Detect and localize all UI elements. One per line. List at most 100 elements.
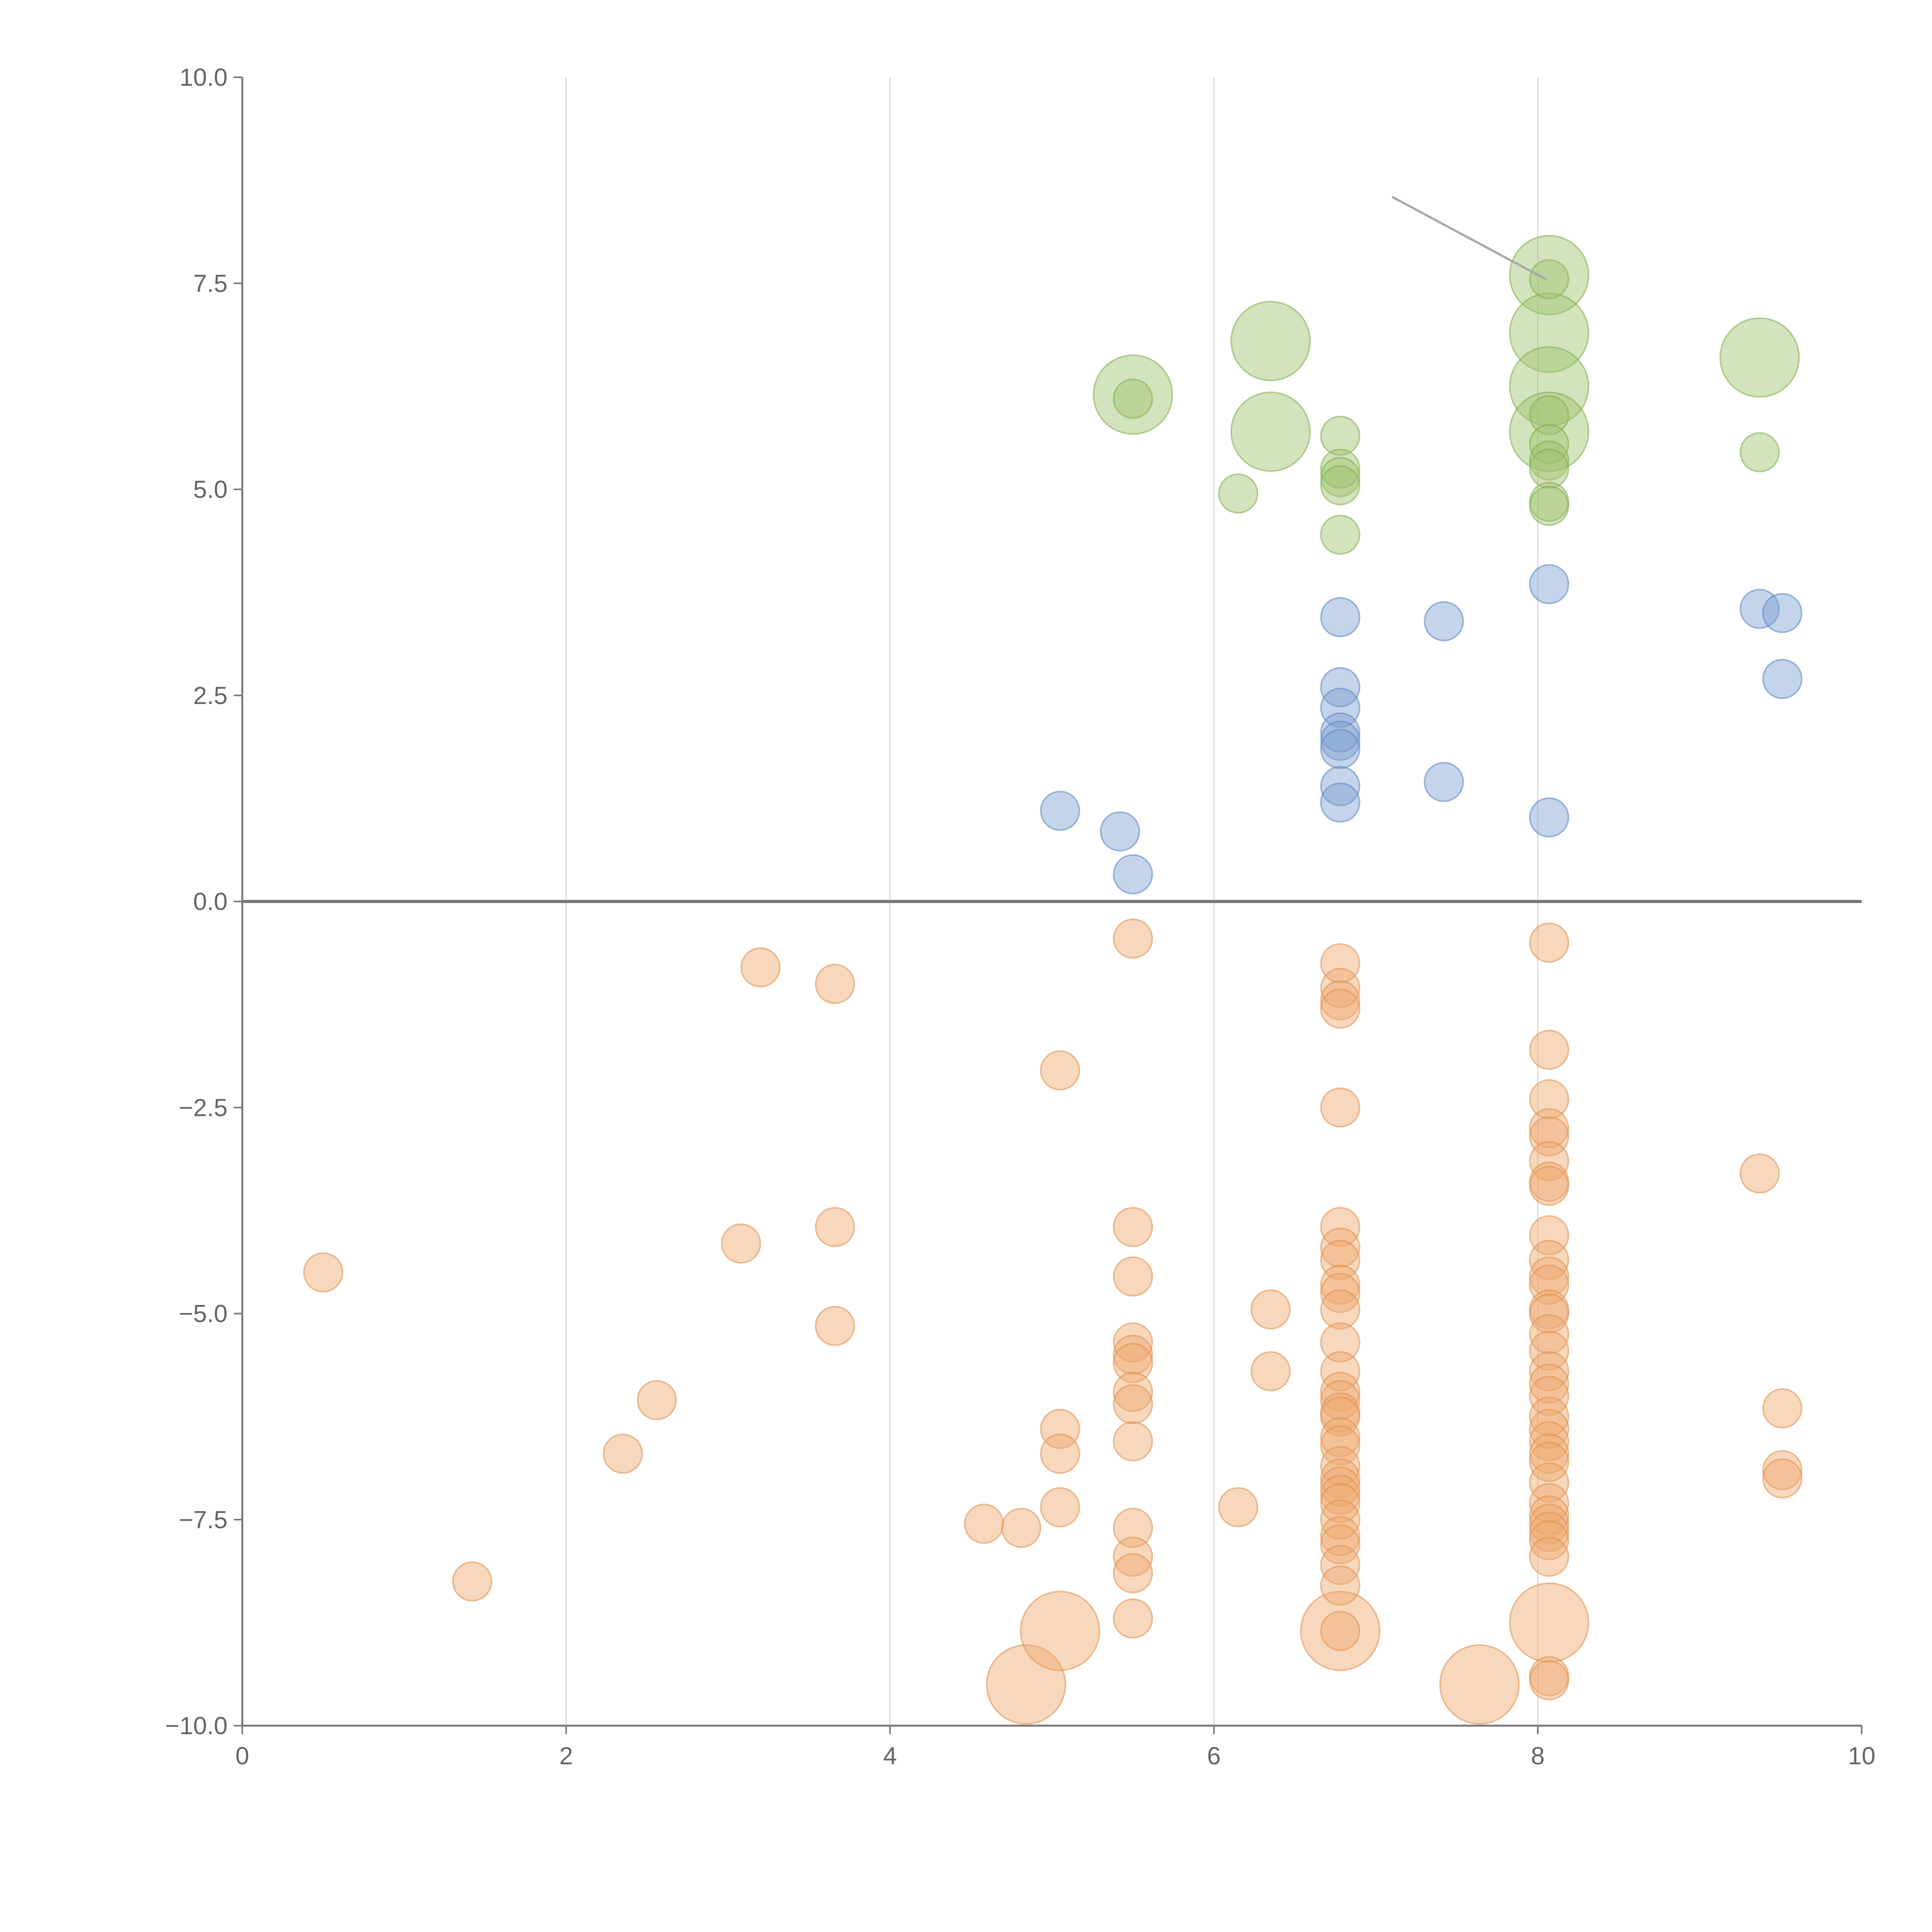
data-bubble-large bbox=[1300, 1590, 1381, 1671]
data-point bbox=[1113, 1553, 1153, 1594]
data-point bbox=[1320, 1545, 1361, 1585]
data-point bbox=[1529, 1293, 1570, 1334]
data-point bbox=[1320, 449, 1361, 489]
data-point bbox=[1113, 1372, 1153, 1412]
y-tick-label: −10.0 bbox=[165, 1712, 228, 1740]
data-point bbox=[1320, 1351, 1361, 1391]
data-point bbox=[1320, 1611, 1361, 1651]
data-point bbox=[1529, 922, 1570, 963]
data-point bbox=[1529, 1363, 1570, 1404]
x-tick-label: 2 bbox=[559, 1742, 573, 1770]
data-point bbox=[1529, 449, 1570, 489]
data-point bbox=[1040, 1409, 1080, 1449]
data-point bbox=[1320, 721, 1361, 761]
data-bubble-large bbox=[1020, 1590, 1100, 1671]
annotation-leader-line bbox=[1391, 196, 1547, 281]
data-point bbox=[1320, 1227, 1361, 1268]
data-point bbox=[1529, 1462, 1570, 1503]
data-point bbox=[1423, 601, 1464, 641]
data-point bbox=[1320, 729, 1361, 769]
data-point bbox=[1320, 1396, 1361, 1437]
y-tick-label: 2.5 bbox=[193, 682, 228, 709]
data-bubble-large bbox=[1230, 301, 1311, 381]
data-point bbox=[1320, 1483, 1361, 1524]
data-point bbox=[1320, 1446, 1361, 1486]
data-point bbox=[1320, 1273, 1361, 1313]
data-point bbox=[1001, 1508, 1041, 1548]
data-point bbox=[1320, 712, 1361, 753]
data-point bbox=[1320, 1087, 1361, 1128]
data-point bbox=[1762, 1450, 1803, 1490]
data-point bbox=[1529, 1108, 1570, 1148]
data-point bbox=[1762, 593, 1803, 633]
data-point bbox=[1320, 1289, 1361, 1330]
data-point bbox=[1113, 378, 1153, 419]
y-tick-labels: 10.0 7.5 5.0 2.5 0.0 −2.5 −5.0 −7.5 −10.0 bbox=[165, 63, 228, 1740]
data-point bbox=[964, 1503, 1004, 1544]
x-tick-label: 4 bbox=[883, 1742, 897, 1770]
data-point bbox=[1320, 1524, 1361, 1565]
data-point bbox=[1250, 1351, 1291, 1391]
data-point bbox=[1762, 1458, 1803, 1499]
data-point bbox=[1529, 1256, 1570, 1297]
data-point bbox=[1529, 1503, 1570, 1544]
y-tick-label: −5.0 bbox=[179, 1300, 228, 1328]
data-point bbox=[1762, 659, 1803, 699]
data-point bbox=[1113, 1421, 1153, 1462]
data-point bbox=[1320, 988, 1361, 1029]
data-point bbox=[815, 1306, 855, 1346]
data-point bbox=[1529, 440, 1570, 481]
data-point bbox=[1320, 782, 1361, 823]
y-tick-label: 10.0 bbox=[179, 63, 228, 91]
data-point bbox=[1529, 1520, 1570, 1561]
y-tick-label: −2.5 bbox=[179, 1094, 228, 1121]
data-point bbox=[1529, 395, 1570, 435]
data-point bbox=[1529, 1141, 1570, 1181]
axes bbox=[234, 77, 1862, 1734]
data-point bbox=[1320, 667, 1361, 707]
data-point bbox=[1113, 1343, 1153, 1383]
data-point bbox=[1529, 1215, 1570, 1255]
data-bubble-large bbox=[986, 1644, 1066, 1725]
data-point bbox=[602, 1434, 643, 1474]
data-point bbox=[1529, 486, 1570, 526]
data-point bbox=[1040, 1487, 1080, 1527]
data-point bbox=[1113, 1335, 1153, 1375]
data-point bbox=[1113, 1598, 1153, 1639]
y-tick-label: 0.0 bbox=[193, 888, 228, 915]
data-point bbox=[1320, 766, 1361, 806]
data-point bbox=[1529, 424, 1570, 464]
data-bubble-large bbox=[1719, 317, 1800, 398]
data-point bbox=[1529, 1421, 1570, 1462]
annotation-lines bbox=[1391, 196, 1547, 281]
data-point bbox=[1320, 1458, 1361, 1499]
data-point bbox=[1529, 259, 1570, 299]
data-point bbox=[1529, 1442, 1570, 1482]
data-point bbox=[1320, 597, 1361, 638]
data-bubble-large bbox=[1509, 346, 1590, 427]
x-tick-label: 6 bbox=[1207, 1742, 1221, 1770]
x-tick-label: 0 bbox=[235, 1742, 249, 1770]
data-point bbox=[1320, 1322, 1361, 1363]
data-point bbox=[1529, 1240, 1570, 1280]
data-point bbox=[1113, 854, 1153, 895]
data-points bbox=[303, 235, 1803, 1725]
data-point bbox=[1529, 1512, 1570, 1552]
data-bubble-large bbox=[1230, 391, 1311, 472]
data-point bbox=[1113, 1536, 1153, 1577]
data-point bbox=[1320, 1565, 1361, 1606]
data-point bbox=[1320, 1240, 1361, 1280]
data-point bbox=[636, 1380, 677, 1420]
data-point bbox=[1529, 1495, 1570, 1536]
data-point bbox=[1320, 415, 1361, 456]
data-point bbox=[1529, 1079, 1570, 1119]
data-point bbox=[1320, 1516, 1361, 1556]
data-point bbox=[815, 1207, 855, 1247]
data-point bbox=[1529, 1536, 1570, 1577]
data-point bbox=[1529, 797, 1570, 838]
data-point bbox=[1113, 1256, 1153, 1297]
data-bubble-large bbox=[1509, 235, 1590, 315]
data-point bbox=[1320, 457, 1361, 497]
data-point bbox=[1320, 1466, 1361, 1507]
data-point bbox=[1113, 1384, 1153, 1425]
